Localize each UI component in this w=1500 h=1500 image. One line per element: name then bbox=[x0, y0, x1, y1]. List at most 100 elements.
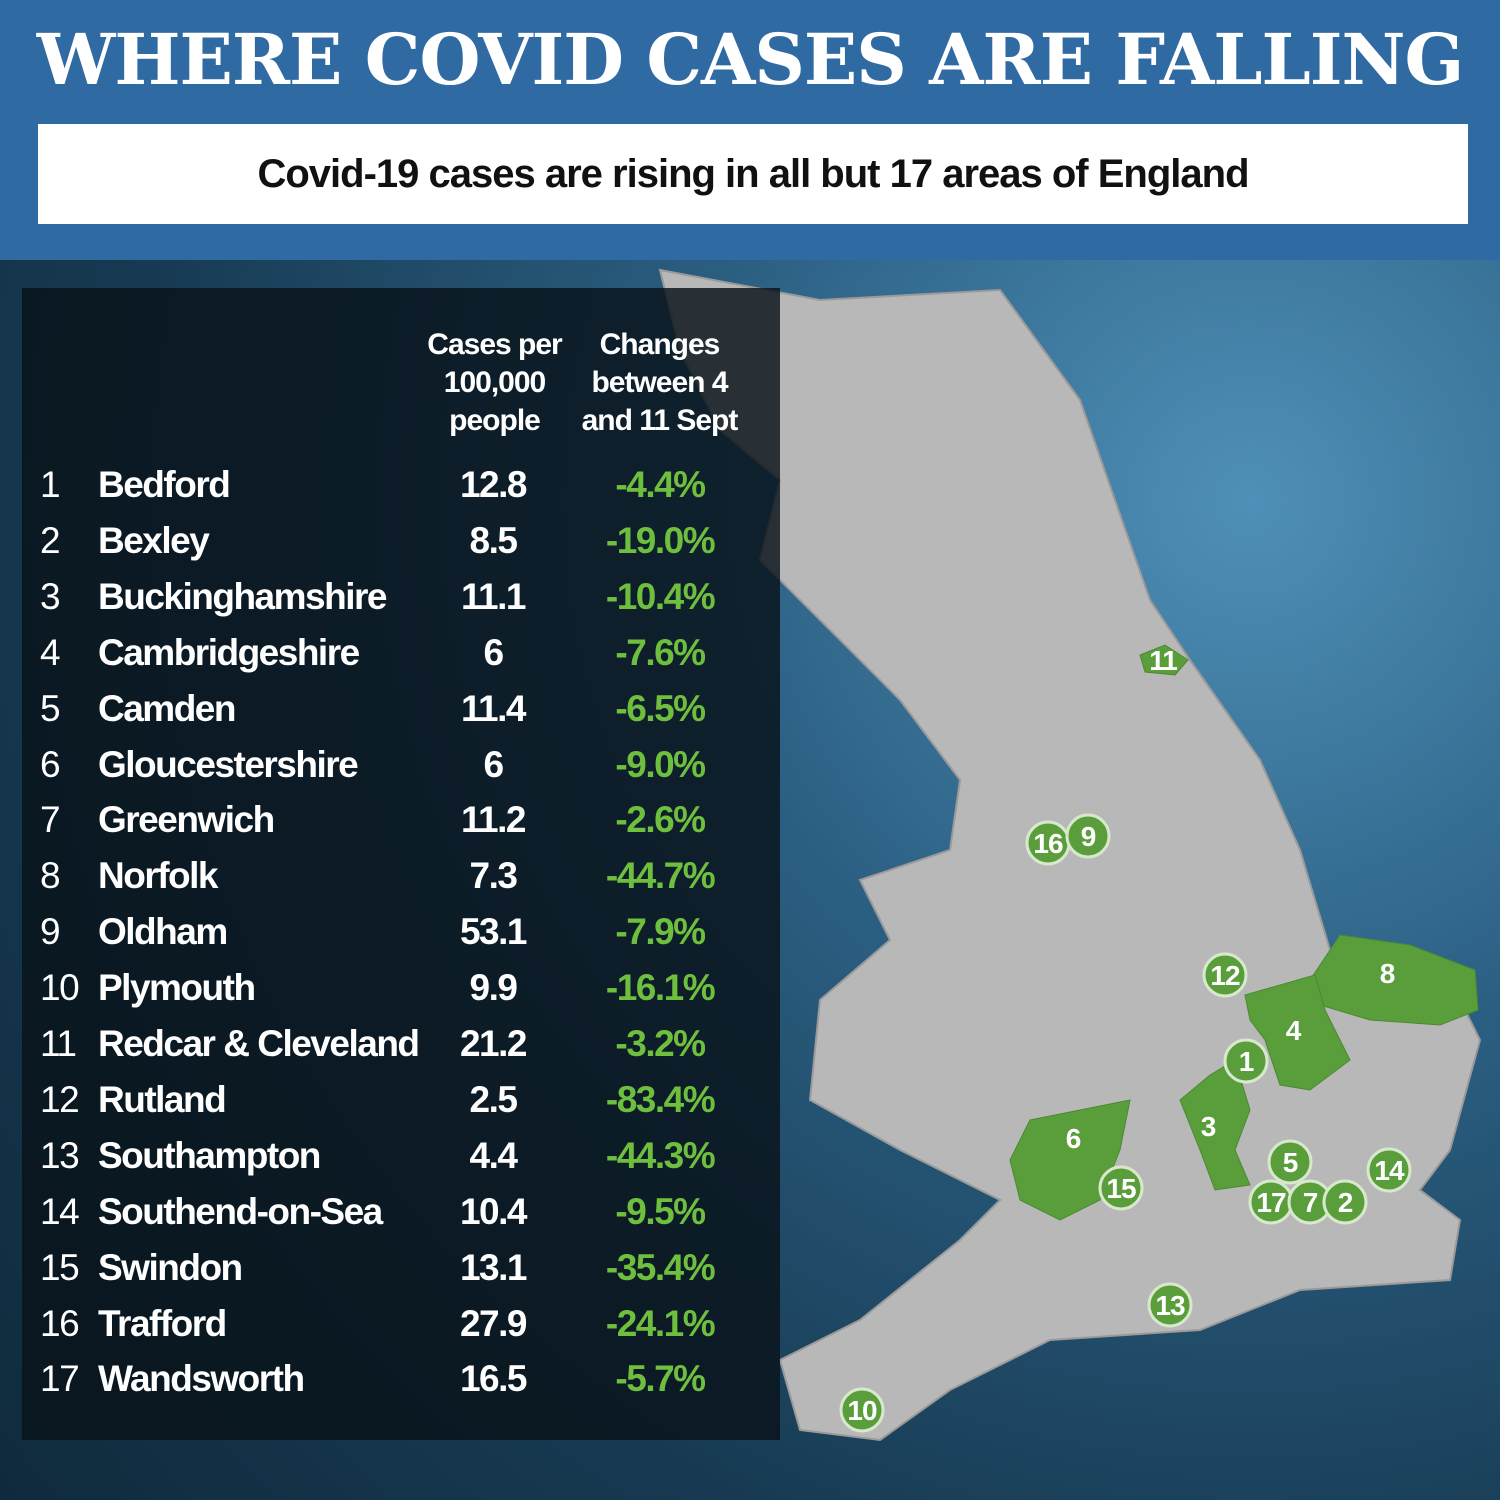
marker bbox=[1065, 813, 1111, 859]
cases: 6 bbox=[483, 743, 504, 785]
marker-label: 8 bbox=[1380, 958, 1395, 989]
cases: 21.2 bbox=[459, 1023, 528, 1064]
cases: 13.1 bbox=[459, 1246, 528, 1288]
cases: 7.3 bbox=[469, 855, 518, 897]
subtitle-box: Covid-19 cases are rising in all but 17 … bbox=[38, 124, 1468, 224]
marker-label: 5 bbox=[1283, 1147, 1298, 1178]
area bbox=[1244, 974, 1351, 1091]
change: -24.1% bbox=[605, 1302, 716, 1344]
marker bbox=[1322, 1179, 1368, 1225]
cases: 2.5 bbox=[469, 1078, 518, 1120]
marker-label: 3 bbox=[1201, 1111, 1216, 1142]
area-name: Oldham bbox=[98, 911, 228, 953]
rank: 13 bbox=[40, 1134, 80, 1176]
marker bbox=[1098, 1165, 1144, 1211]
area-name: Redcar & Cleveland bbox=[98, 1023, 420, 1064]
rank: 17 bbox=[40, 1358, 80, 1400]
rank: 2 bbox=[40, 519, 61, 561]
marker-label: 13 bbox=[1155, 1290, 1185, 1321]
area bbox=[1139, 644, 1189, 676]
change: -16.1% bbox=[605, 967, 716, 1009]
area-name: Gloucestershire bbox=[98, 743, 359, 785]
change: -35.4% bbox=[605, 1246, 716, 1288]
cases: 11.1 bbox=[461, 575, 526, 617]
marker-label: 1 bbox=[1239, 1046, 1254, 1077]
land bbox=[658, 268, 1482, 1442]
marker bbox=[1147, 1282, 1193, 1328]
change: -44.7% bbox=[605, 855, 716, 897]
cases: 4.4 bbox=[469, 1134, 518, 1176]
change: -83.4% bbox=[605, 1078, 716, 1120]
change: -10.4% bbox=[605, 575, 716, 617]
rank: 10 bbox=[40, 967, 80, 1009]
marker-label: 7 bbox=[1303, 1187, 1318, 1218]
marker-label: 2 bbox=[1338, 1187, 1353, 1218]
marker-label: 14 bbox=[1374, 1155, 1405, 1186]
rank: 16 bbox=[40, 1302, 80, 1344]
marker-label: 17 bbox=[1256, 1187, 1286, 1218]
change: -4.4% bbox=[615, 464, 706, 505]
area-name: Camden bbox=[98, 687, 236, 729]
rank: 3 bbox=[40, 575, 61, 617]
area-name: Wandsworth bbox=[98, 1358, 305, 1400]
change: -44.3% bbox=[605, 1134, 716, 1176]
marker bbox=[1202, 952, 1248, 998]
rank: 9 bbox=[40, 911, 61, 953]
cases: 53.1 bbox=[459, 911, 528, 953]
cases: 11.2 bbox=[461, 799, 526, 841]
marker bbox=[1267, 1139, 1313, 1185]
change: -7.6% bbox=[615, 631, 706, 673]
area-name: Swindon bbox=[98, 1246, 243, 1288]
area-name: Norfolk bbox=[98, 855, 219, 897]
change: -5.7% bbox=[615, 1358, 706, 1400]
area-name: Bexley bbox=[98, 519, 210, 561]
subtitle: Covid-19 cases are rising in all but 17 … bbox=[257, 152, 1249, 196]
rank: 1 bbox=[40, 464, 61, 505]
change: -6.5% bbox=[615, 687, 706, 729]
marker-label: 12 bbox=[1210, 960, 1240, 991]
rank: 4 bbox=[40, 631, 61, 673]
rank: 11 bbox=[40, 1023, 77, 1064]
area-name: Greenwich bbox=[98, 799, 275, 841]
marker-label: 4 bbox=[1286, 1015, 1302, 1046]
change: -9.5% bbox=[615, 1190, 706, 1232]
marker bbox=[839, 1387, 885, 1433]
cases: 8.5 bbox=[469, 519, 518, 561]
cases: 11.4 bbox=[461, 687, 526, 729]
marker bbox=[1223, 1038, 1269, 1084]
rank: 5 bbox=[40, 687, 61, 729]
marker-label: 15 bbox=[1106, 1173, 1136, 1204]
rank: 12 bbox=[40, 1078, 80, 1120]
column-header: Changes between 4 and 11 Sept bbox=[581, 328, 739, 437]
column-header: Cases per 100,000 people bbox=[427, 328, 562, 437]
cases: 12.8 bbox=[459, 464, 528, 505]
area-name: Plymouth bbox=[98, 967, 256, 1009]
title: WHERE COVID CASES ARE FALLING bbox=[36, 18, 1465, 101]
marker-label: 11 bbox=[1149, 645, 1177, 676]
marker-label: 10 bbox=[847, 1395, 877, 1426]
change: -19.0% bbox=[605, 519, 716, 561]
rank: 15 bbox=[40, 1246, 80, 1288]
area-name: Southend-on-Sea bbox=[98, 1190, 383, 1232]
rank: 6 bbox=[40, 743, 61, 785]
marker-label: 9 bbox=[1081, 821, 1096, 852]
marker-label: 6 bbox=[1066, 1123, 1081, 1154]
change: -9.0% bbox=[615, 743, 706, 785]
area-name: Buckinghamshire bbox=[98, 575, 387, 617]
rank: 7 bbox=[40, 799, 61, 841]
change: -7.9% bbox=[615, 911, 706, 953]
cases: 10.4 bbox=[459, 1190, 528, 1232]
cases: 9.9 bbox=[469, 967, 518, 1009]
marker-label: 16 bbox=[1033, 828, 1063, 859]
change: -3.2% bbox=[615, 1023, 706, 1064]
cases: 27.9 bbox=[459, 1302, 528, 1344]
area bbox=[1309, 934, 1479, 1026]
marker bbox=[1366, 1147, 1412, 1193]
area-name: Bedford bbox=[98, 464, 231, 505]
area-name: Rutland bbox=[98, 1078, 227, 1120]
area-name: Trafford bbox=[98, 1302, 227, 1344]
change: -2.6% bbox=[615, 799, 706, 841]
table: Cases per 100,000 people Changes between… bbox=[22, 288, 780, 1440]
